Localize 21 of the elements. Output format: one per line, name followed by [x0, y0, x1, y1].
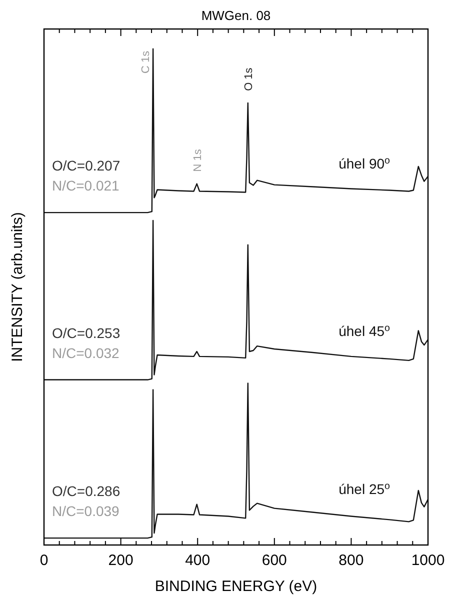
annotation: úhel 45$^{o}$ [338, 322, 391, 339]
x-tick-label: 0 [40, 552, 48, 569]
annotation: O/C=0.253 [52, 324, 120, 341]
x-tick-label: 800 [338, 552, 364, 569]
annotation: N/C=0.032 [52, 344, 120, 361]
annotation: N/C=0.021 [52, 178, 120, 194]
annotation: úhel 90$^{o}$ [338, 155, 391, 172]
annotation: O/C=0.207 [52, 158, 120, 174]
annotation: úhel 25$^{o}$ [338, 480, 391, 498]
x-tick-label: 1000 [411, 552, 445, 569]
x-tick-label: 400 [185, 552, 210, 569]
annotation: N 1s [192, 148, 204, 172]
x-tick-label: 600 [262, 552, 287, 569]
annotation: C 1s [140, 50, 152, 74]
x-tick-label: 200 [108, 552, 134, 569]
y-axis-title: INTENSITY (arb.units) [9, 212, 26, 362]
annotation: O 1s [242, 67, 255, 91]
annotation: N/C=0.039 [52, 503, 120, 520]
x-axis-title: BINDING ENERGY (eV) [154, 578, 318, 595]
annotation: O/C=0.286 [52, 483, 120, 500]
chart-title: MWGen. 08 [201, 8, 271, 23]
